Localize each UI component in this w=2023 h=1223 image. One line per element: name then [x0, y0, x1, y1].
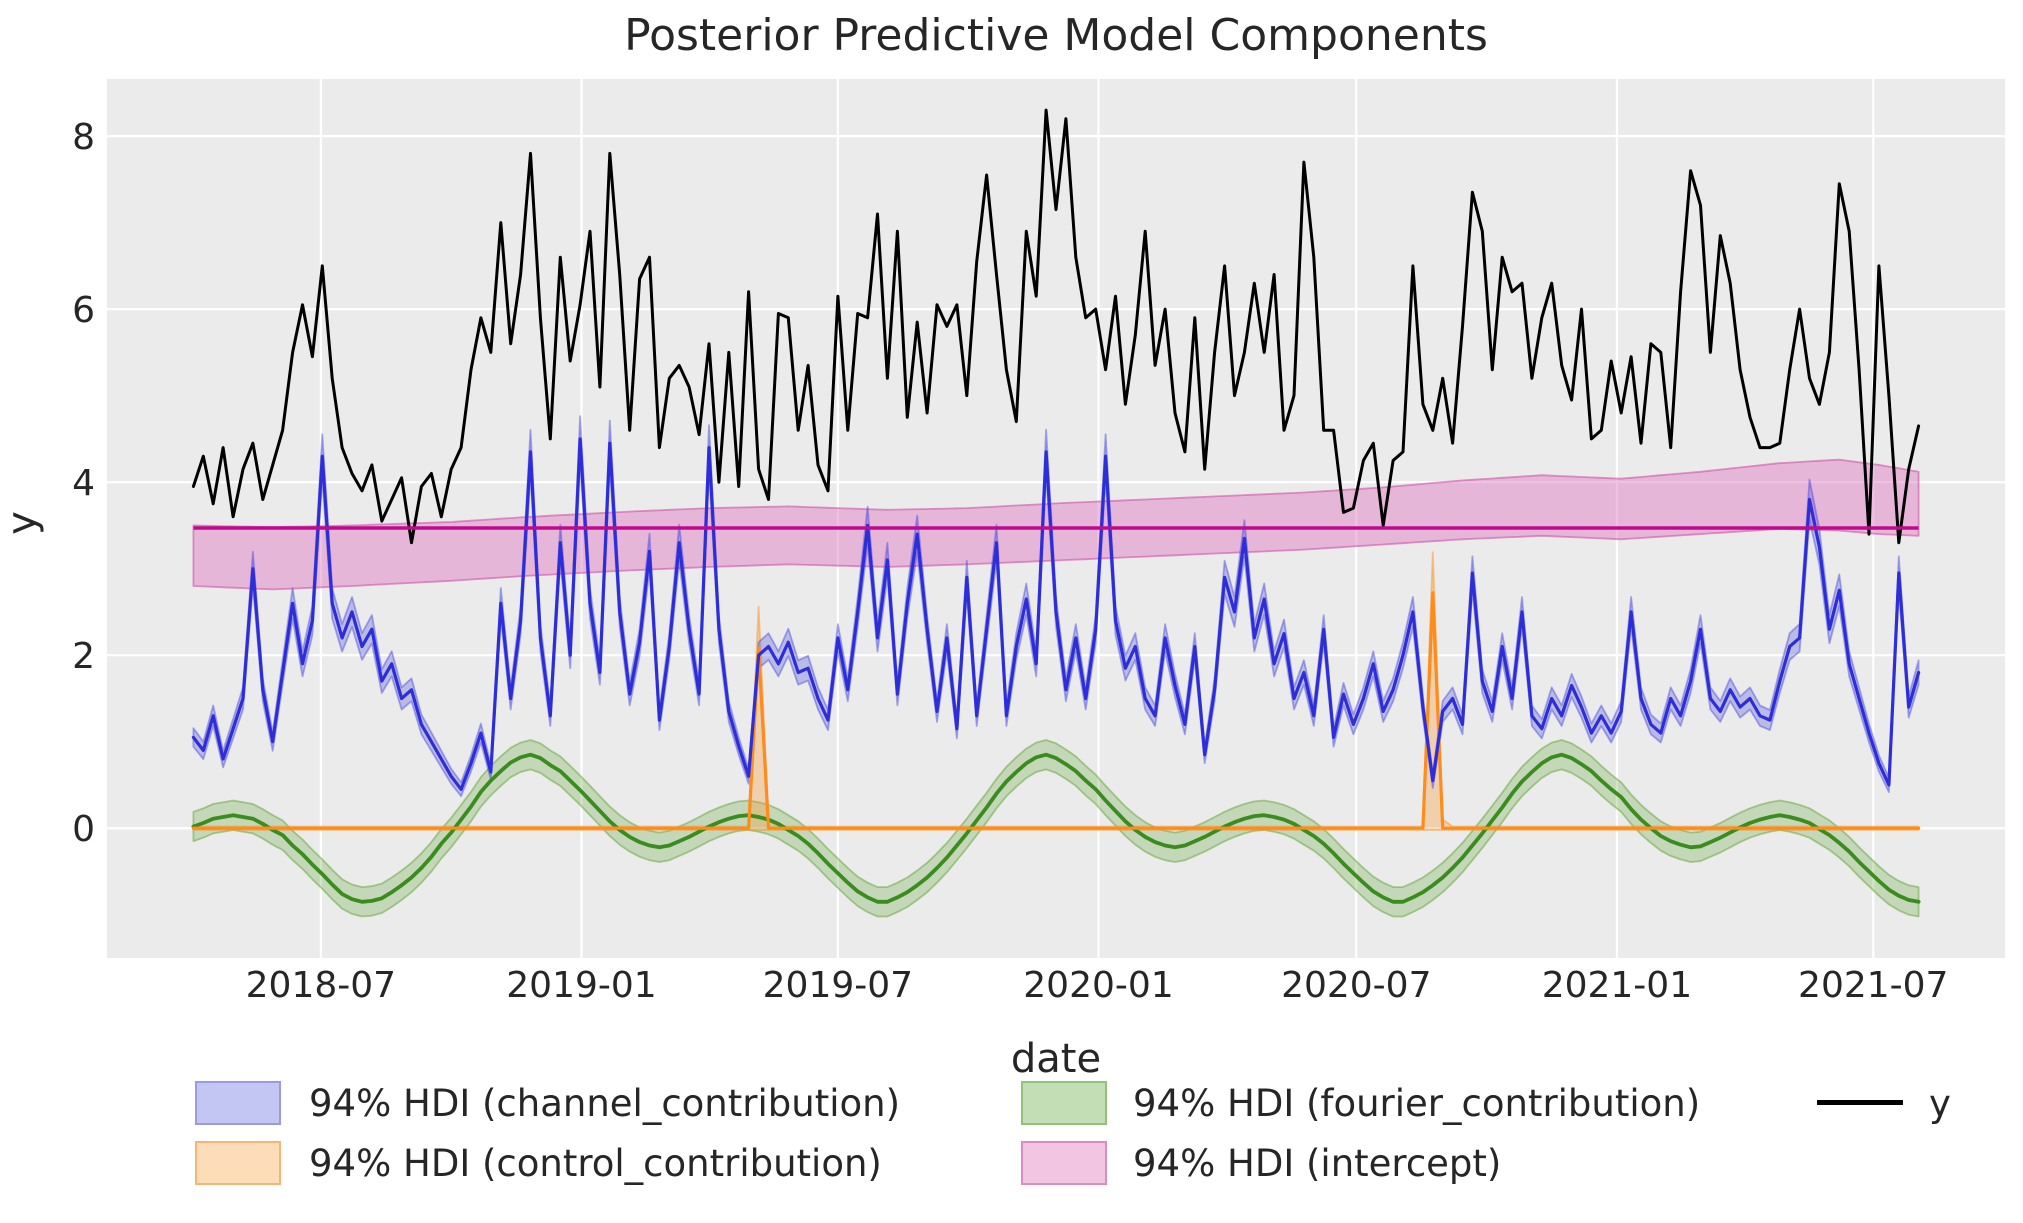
y-tick-label: 8: [72, 117, 95, 158]
legend-label-fourier-contribution: 94% HDI (fourier_contribution): [1133, 1082, 1701, 1125]
legend-swatch-channel-contribution: [195, 1081, 281, 1125]
fourier-contribution-hdi-band: [192, 739, 1920, 918]
legend-line-sample-y: [1817, 1100, 1903, 1105]
y-tick-label: 6: [72, 290, 95, 331]
y-tick-label: 0: [72, 809, 95, 850]
x-axis-label: date: [1010, 1036, 1102, 1082]
channel-contribution-line: [191, 437, 1921, 791]
x-tick-label: 2020-01: [1023, 965, 1173, 1006]
y-line: [191, 108, 1921, 545]
y-axis-label: y: [0, 511, 45, 535]
legend-swatch-fourier-contribution: [1021, 1081, 1107, 1125]
legend-label-channel-contribution: 94% HDI (channel_contribution): [309, 1082, 901, 1125]
x-tick-label: 2019-07: [763, 965, 913, 1006]
x-tick-label: 2021-01: [1542, 965, 1692, 1006]
legend-label-intercept: 94% HDI (intercept): [1133, 1142, 1502, 1185]
x-tick-label: 2019-01: [506, 965, 656, 1006]
y-tick-label: 2: [72, 636, 95, 677]
x-tick-label: 2018-07: [246, 965, 396, 1006]
y-tick-label: 4: [72, 463, 95, 504]
x-tick-label: 2020-07: [1281, 965, 1431, 1006]
legend-swatch-intercept: [1021, 1141, 1107, 1185]
chart-title: Posterior Predictive Model Components: [624, 10, 1488, 61]
legend-label-y: y: [1929, 1082, 1951, 1125]
x-tick-label: 2021-07: [1798, 965, 1948, 1006]
axes-background: [107, 79, 2005, 958]
legend-swatch-control-contribution: [195, 1141, 281, 1185]
intercept-hdi-band: [192, 458, 1920, 591]
control-contribution-line: [191, 591, 1921, 830]
fourier-contribution-line: [191, 752, 1921, 904]
legend-label-control-contribution: 94% HDI (control_contribution): [309, 1142, 882, 1185]
